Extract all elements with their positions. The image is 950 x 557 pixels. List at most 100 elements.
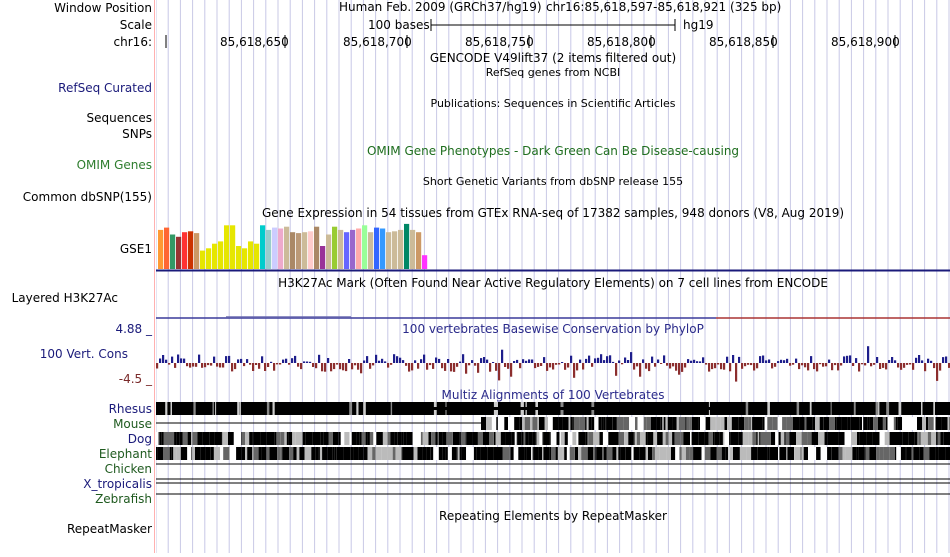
gtex-tissue-bar <box>326 235 331 270</box>
phylop-bar-pos <box>318 355 320 363</box>
phylop-title: 100 vertebrates Basewise Conservation by… <box>156 322 950 336</box>
phylop-bar-neg <box>276 363 278 364</box>
gtex-tissue-bar <box>248 241 253 269</box>
gtex-tissue-bar <box>308 231 313 269</box>
phylop-bar-neg <box>672 363 674 366</box>
phylop-bar-pos <box>597 358 599 363</box>
phylop-bar-neg <box>297 363 299 367</box>
phylop-bar-neg <box>336 363 338 365</box>
phylop-bar-neg <box>195 363 197 367</box>
phylop-bar-pos <box>183 359 185 363</box>
vert-cons-label[interactable]: 100 Vert. Cons <box>40 347 128 361</box>
phylop-bar-pos <box>180 358 182 363</box>
gtex-tissue-bar <box>194 233 199 269</box>
phylop-bar-neg <box>450 363 452 371</box>
phylop-bar-neg <box>741 363 743 369</box>
phylop-bar-pos <box>378 361 380 363</box>
phylop-bar-pos <box>570 356 572 363</box>
phylop-bar-pos <box>921 360 923 363</box>
phylop-bar-pos <box>588 356 590 363</box>
phylop-bar-pos <box>795 359 797 363</box>
phylop-bar-pos <box>600 354 602 363</box>
phylop-bar-neg <box>249 363 251 365</box>
phylop-bar-neg <box>582 363 584 370</box>
phylop-bar-pos <box>375 355 377 363</box>
phylop-bar-pos <box>630 352 632 363</box>
phylop-bar-neg <box>429 363 431 365</box>
multiz-alignments <box>156 402 950 494</box>
phylop-bar-neg <box>408 363 410 372</box>
phylop-bar-neg <box>564 363 566 370</box>
phylop-bar-neg <box>729 363 731 371</box>
phylop-bar-neg <box>621 363 623 364</box>
phylop-bar-pos <box>603 360 605 363</box>
alignment-row <box>156 417 950 430</box>
phylop-bar-pos <box>423 355 425 363</box>
phylop-bar-neg <box>456 363 458 367</box>
gtex-tissue-bar <box>380 229 385 270</box>
phylop-bar-pos <box>561 362 563 363</box>
gtex-tissue-bar <box>182 232 187 269</box>
phylop-bar-neg <box>444 363 446 371</box>
phylop-bar-neg <box>477 363 479 373</box>
phylop-bar-pos <box>732 355 734 363</box>
phylop-bar-pos <box>420 359 422 363</box>
phylop-bar-neg <box>192 363 194 367</box>
ruler-tick-label: 85,618,800 <box>587 35 656 49</box>
phylop-bar-pos <box>855 358 857 363</box>
gtex-tissue-bar <box>302 232 307 269</box>
phylop-bar-pos <box>606 356 608 363</box>
phylop-bar-neg <box>756 363 758 368</box>
phylop-bar-pos <box>876 357 878 363</box>
phylop-bar-neg <box>771 363 773 368</box>
phylop-bar-neg <box>840 363 842 366</box>
phylop-bar-pos <box>849 355 851 363</box>
gtex-tissue-bar <box>236 246 241 269</box>
phylop-bar-neg <box>798 363 800 369</box>
window-position-label: Window Position <box>54 1 152 15</box>
phylop-bar-neg <box>417 363 419 369</box>
phylop-bar-neg <box>774 363 776 367</box>
scale-label: Scale <box>120 18 152 32</box>
phylop-bar-neg <box>300 363 302 369</box>
refseq-title: RefSeq genes from NCBI <box>156 66 950 80</box>
refseq-curated-label[interactable]: RefSeq Curated <box>58 81 152 95</box>
phylop-bar-neg <box>549 363 551 367</box>
sequences-label[interactable]: Sequences <box>87 111 152 125</box>
layered-h3k27ac-label[interactable]: Layered H3K27Ac <box>12 291 118 305</box>
phylop-bar-neg <box>633 363 635 370</box>
species-label-elephant[interactable]: Elephant <box>99 447 152 461</box>
repeatmasker-label[interactable]: RepeatMasker <box>67 522 152 536</box>
phylop-bar-neg <box>273 363 275 371</box>
phylop-bar-pos <box>165 360 167 363</box>
gtex-tissue-bar <box>158 230 163 269</box>
phylop-bar-pos <box>942 357 944 363</box>
phylop-bar-neg <box>405 363 407 366</box>
species-label-zebrafish[interactable]: Zebrafish <box>95 492 152 506</box>
phylop-bar-neg <box>666 363 668 366</box>
phylop-bar-pos <box>480 358 482 363</box>
species-label-dog[interactable]: Dog <box>128 432 152 446</box>
phylop-bar-pos <box>594 358 596 363</box>
phylop-bar-pos <box>930 361 932 363</box>
species-label-chicken[interactable]: Chicken <box>105 462 152 476</box>
phylop-bar-neg <box>819 363 821 364</box>
gse1-label[interactable]: GSE1 <box>120 242 152 256</box>
phylop-bar-pos <box>528 359 530 363</box>
omim-genes-label[interactable]: OMIM Genes <box>77 158 152 172</box>
phylop-bar-neg <box>468 363 470 365</box>
window-position: chr16:85,618,597-85,618,921 (325 bp) <box>546 0 781 14</box>
gtex-tissue-bar <box>332 227 337 269</box>
phylop-bar-neg <box>264 363 266 371</box>
gtex-tissue-bar <box>176 237 181 269</box>
species-label-x-tropicalis[interactable]: X_tropicalis <box>83 477 152 491</box>
phylop-bar-pos <box>657 360 659 364</box>
snps-label[interactable]: SNPs <box>122 127 152 141</box>
species-label-rhesus[interactable]: Rhesus <box>109 402 152 416</box>
species-label-mouse[interactable]: Mouse <box>113 417 152 431</box>
phylop-bar-neg <box>186 363 188 366</box>
gtex-tissue-bar <box>422 255 427 269</box>
phylop-bar-neg <box>900 363 902 370</box>
phylop-bar-pos <box>225 356 227 363</box>
common-dbsnp-label[interactable]: Common dbSNP(155) <box>23 190 152 204</box>
